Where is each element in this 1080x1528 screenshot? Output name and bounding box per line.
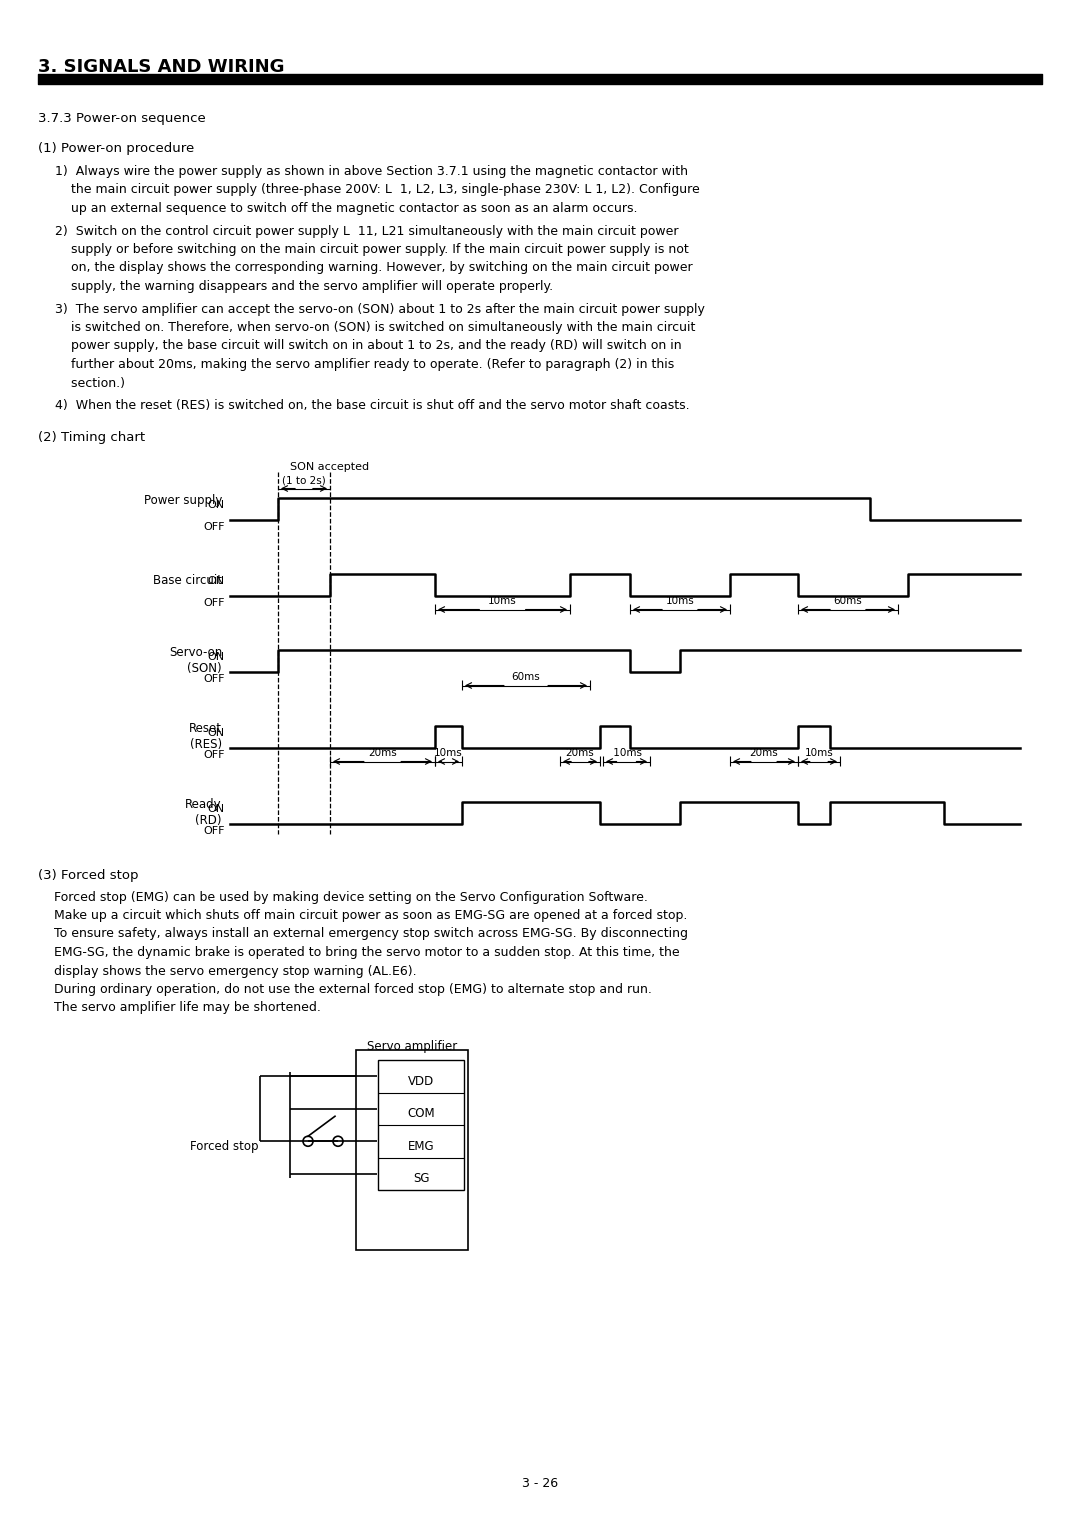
Text: power supply, the base circuit will switch on in about 1 to 2s, and the ready (R: power supply, the base circuit will swit… — [55, 339, 681, 353]
Text: 10ms: 10ms — [610, 749, 643, 758]
Text: 4)  When the reset (RES) is switched on, the base circuit is shut off and the se: 4) When the reset (RES) is switched on, … — [55, 399, 690, 413]
Text: Forced stop: Forced stop — [190, 1140, 258, 1152]
Text: OFF: OFF — [203, 750, 225, 761]
Text: on, the display shows the corresponding warning. However, by switching on the ma: on, the display shows the corresponding … — [55, 261, 692, 275]
Text: further about 20ms, making the servo amplifier ready to operate. (Refer to parag: further about 20ms, making the servo amp… — [55, 358, 674, 371]
Text: ON: ON — [207, 652, 225, 663]
Text: section.): section.) — [55, 376, 125, 390]
Text: Base circuit: Base circuit — [153, 575, 222, 587]
Text: During ordinary operation, do not use the external forced stop (EMG) to alternat: During ordinary operation, do not use th… — [38, 983, 652, 996]
Text: (1 to 2s): (1 to 2s) — [282, 475, 326, 486]
Text: Forced stop (EMG) can be used by making device setting on the Servo Configuratio: Forced stop (EMG) can be used by making … — [38, 891, 648, 903]
Text: ON: ON — [207, 805, 225, 814]
Text: (RD): (RD) — [195, 814, 222, 827]
Text: 2)  Switch on the control circuit power supply L  11, L21 simultaneously with th: 2) Switch on the control circuit power s… — [55, 225, 678, 237]
Text: SON accepted: SON accepted — [291, 461, 369, 472]
Text: 20ms: 20ms — [368, 749, 396, 758]
Text: 10ms: 10ms — [434, 749, 463, 758]
Text: OFF: OFF — [203, 674, 225, 685]
Text: Reset: Reset — [189, 723, 222, 735]
Text: the main circuit power supply (three-phase 200V: L  1, L2, L3, single-phase 230V: the main circuit power supply (three-pha… — [55, 183, 700, 197]
Text: ON: ON — [207, 729, 225, 738]
Text: 10ms: 10ms — [488, 596, 517, 607]
Bar — [378, 1060, 464, 1190]
Text: ON: ON — [207, 576, 225, 587]
Text: The servo amplifier life may be shortened.: The servo amplifier life may be shortene… — [38, 1001, 321, 1015]
Text: 60ms: 60ms — [512, 672, 540, 683]
Text: 1)  Always wire the power supply as shown in above Section 3.7.1 using the magne: 1) Always wire the power supply as shown… — [55, 165, 688, 177]
Text: (3) Forced stop: (3) Forced stop — [38, 868, 138, 882]
Text: (RES): (RES) — [190, 738, 222, 750]
Text: supply, the warning disappears and the servo amplifier will operate properly.: supply, the warning disappears and the s… — [55, 280, 553, 293]
Text: (2) Timing chart: (2) Timing chart — [38, 431, 145, 445]
Text: 10ms: 10ms — [665, 596, 694, 607]
Text: 60ms: 60ms — [834, 596, 862, 607]
Text: (SON): (SON) — [187, 662, 222, 675]
Text: 3)  The servo amplifier can accept the servo-on (SON) about 1 to 2s after the ma: 3) The servo amplifier can accept the se… — [55, 303, 705, 315]
Text: To ensure safety, always install an external emergency stop switch across EMG-SG: To ensure safety, always install an exte… — [38, 927, 688, 941]
Text: Servo amplifier: Servo amplifier — [367, 1041, 457, 1053]
Text: display shows the servo emergency stop warning (AL.E6).: display shows the servo emergency stop w… — [38, 964, 417, 978]
Text: 3.7.3 Power-on sequence: 3.7.3 Power-on sequence — [38, 112, 206, 125]
Text: supply or before switching on the main circuit power supply. If the main circuit: supply or before switching on the main c… — [55, 243, 689, 257]
Text: EMG-SG, the dynamic brake is operated to bring the servo motor to a sudden stop.: EMG-SG, the dynamic brake is operated to… — [38, 946, 679, 960]
Text: 20ms: 20ms — [750, 749, 779, 758]
Text: EMG: EMG — [407, 1140, 434, 1152]
Text: Power supply: Power supply — [144, 494, 222, 507]
Text: 3. SIGNALS AND WIRING: 3. SIGNALS AND WIRING — [38, 58, 284, 76]
Text: Ready: Ready — [186, 798, 222, 811]
Text: OFF: OFF — [203, 523, 225, 532]
Text: VDD: VDD — [408, 1074, 434, 1088]
Text: Servo-on: Servo-on — [168, 646, 222, 659]
Bar — [356, 1050, 468, 1250]
Text: up an external sequence to switch off the magnetic contactor as soon as an alarm: up an external sequence to switch off th… — [55, 202, 637, 215]
Text: 3 - 26: 3 - 26 — [522, 1478, 558, 1490]
Text: 10ms: 10ms — [805, 749, 834, 758]
Text: ON: ON — [207, 501, 225, 510]
Text: SG: SG — [413, 1172, 429, 1186]
Text: Make up a circuit which shuts off main circuit power as soon as EMG-SG are opene: Make up a circuit which shuts off main c… — [38, 909, 687, 921]
Text: OFF: OFF — [203, 827, 225, 836]
Text: OFF: OFF — [203, 599, 225, 608]
Text: COM: COM — [407, 1108, 435, 1120]
Text: (1) Power-on procedure: (1) Power-on procedure — [38, 142, 194, 154]
Text: 20ms: 20ms — [566, 749, 594, 758]
Text: is switched on. Therefore, when servo-on (SON) is switched on simultaneously wit: is switched on. Therefore, when servo-on… — [55, 321, 696, 335]
